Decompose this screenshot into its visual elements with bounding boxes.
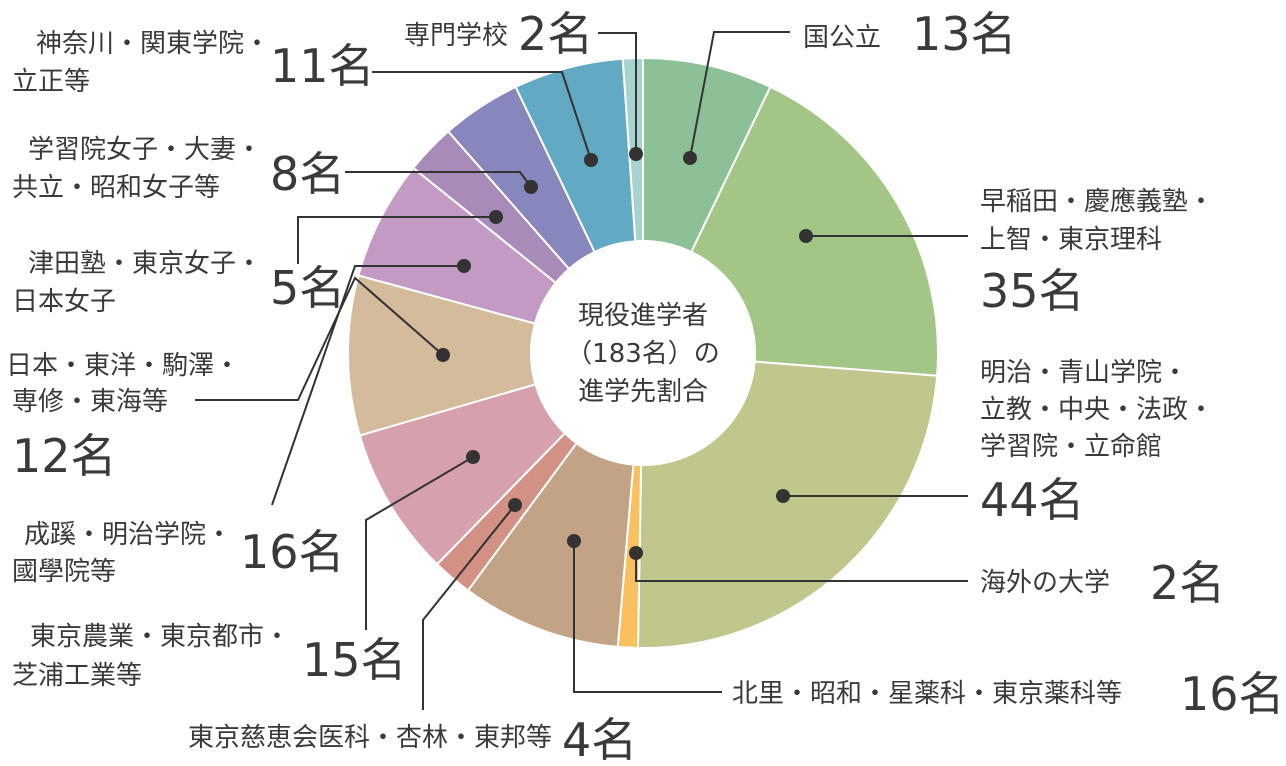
slice-label-1-line-1: 国公立 [803, 23, 881, 53]
pie-slice-8 [347, 274, 647, 437]
leader-line-6 [422, 504, 516, 710]
slice-count-3: 44名 [980, 473, 1085, 527]
leader-dot-4 [629, 546, 643, 560]
center-label-line-1: 現役進学者 [578, 301, 708, 331]
leader-dot-8 [457, 259, 471, 273]
leader-line-10 [297, 216, 496, 264]
slice-label-6-line-1: 東京慈恵会医科・杏林・東邦等 [188, 723, 552, 753]
slice-count-11: 8名 [270, 147, 345, 201]
slice-label-10-line-2: 日本女子 [12, 287, 116, 317]
slice-label-8-line-2: 國學院等 [12, 557, 116, 587]
slice-label-12-line-1: 神奈川・関東学院・ [36, 29, 270, 59]
slice-label-7-line-2: 芝浦工業等 [12, 661, 142, 691]
leader-dot-2 [799, 229, 813, 243]
slice-label-3-line-1: 明治・青山学院・ [980, 358, 1188, 388]
leader-lines [195, 31, 968, 710]
leader-line-7 [365, 456, 474, 630]
leader-line-12 [372, 71, 592, 161]
donut-hole [530, 240, 756, 466]
slice-label-3-line-2: 立教・中央・法政・ [980, 395, 1214, 425]
slice-label-5-line-1: 北里・昭和・星薬科・東京薬科等 [732, 679, 1122, 709]
leader-dot-13 [629, 147, 643, 161]
slice-count-6: 4名 [562, 713, 637, 766]
slice-count-8: 16名 [240, 525, 345, 579]
slice-count-7: 15名 [302, 633, 407, 687]
leader-line-8 [271, 265, 464, 506]
slice-label-9-line-2: 専修・東海等 [12, 387, 168, 417]
slice-label-11-line-1: 学習院女子・大妻・ [28, 135, 262, 165]
leader-dot-3 [776, 489, 790, 503]
slice-label-8-line-1: 成蹊・明治学院・ [24, 520, 232, 550]
leader-dot-11 [524, 180, 538, 194]
slice-label-7-line-1: 東京農業・東京都市・ [30, 622, 290, 652]
leader-dot-9 [436, 348, 450, 362]
slice-label-10-line-1: 津田塾・東京女子・ [28, 249, 262, 279]
leader-dot-6 [508, 498, 522, 512]
slice-count-1: 13名 [912, 7, 1017, 61]
center-label-line-2: （183名）の [566, 339, 720, 369]
center-label-line-3: 進学先割合 [578, 377, 708, 407]
slice-label-3-line-3: 学習院・立命館 [980, 432, 1162, 462]
leader-dot-7 [466, 450, 480, 464]
slice-label-4-line-1: 海外の大学 [980, 568, 1110, 598]
leader-line-4 [635, 553, 968, 582]
leader-dot-1 [683, 151, 697, 165]
slice-label-13-line-1: 専門学校 [404, 21, 508, 51]
slice-label-2-line-1: 早稲田・慶應義塾・ [980, 187, 1214, 217]
slice-count-13: 2名 [518, 7, 593, 61]
leader-dot-10 [489, 210, 503, 224]
slice-count-12: 11名 [270, 39, 375, 93]
slice-label-11-line-2: 共立・昭和女子等 [12, 173, 220, 203]
leader-dot-5 [567, 534, 581, 548]
slice-label-9-line-1: 日本・東洋・駒澤・ [6, 351, 240, 381]
slice-label-2-line-2: 上智・東京理科 [980, 225, 1162, 255]
leader-line-1 [689, 31, 790, 159]
leader-dot-12 [584, 153, 598, 167]
slice-count-9: 12名 [12, 429, 117, 483]
slice-count-4: 2名 [1150, 556, 1225, 610]
leader-line-9 [195, 276, 444, 401]
slice-count-5: 16名 [1180, 667, 1285, 721]
slice-label-12-line-2: 立正等 [12, 67, 90, 97]
leader-line-5 [573, 541, 722, 693]
leader-line-13 [598, 32, 637, 154]
slice-count-10: 5名 [270, 261, 345, 315]
slice-count-2: 35名 [980, 264, 1085, 318]
